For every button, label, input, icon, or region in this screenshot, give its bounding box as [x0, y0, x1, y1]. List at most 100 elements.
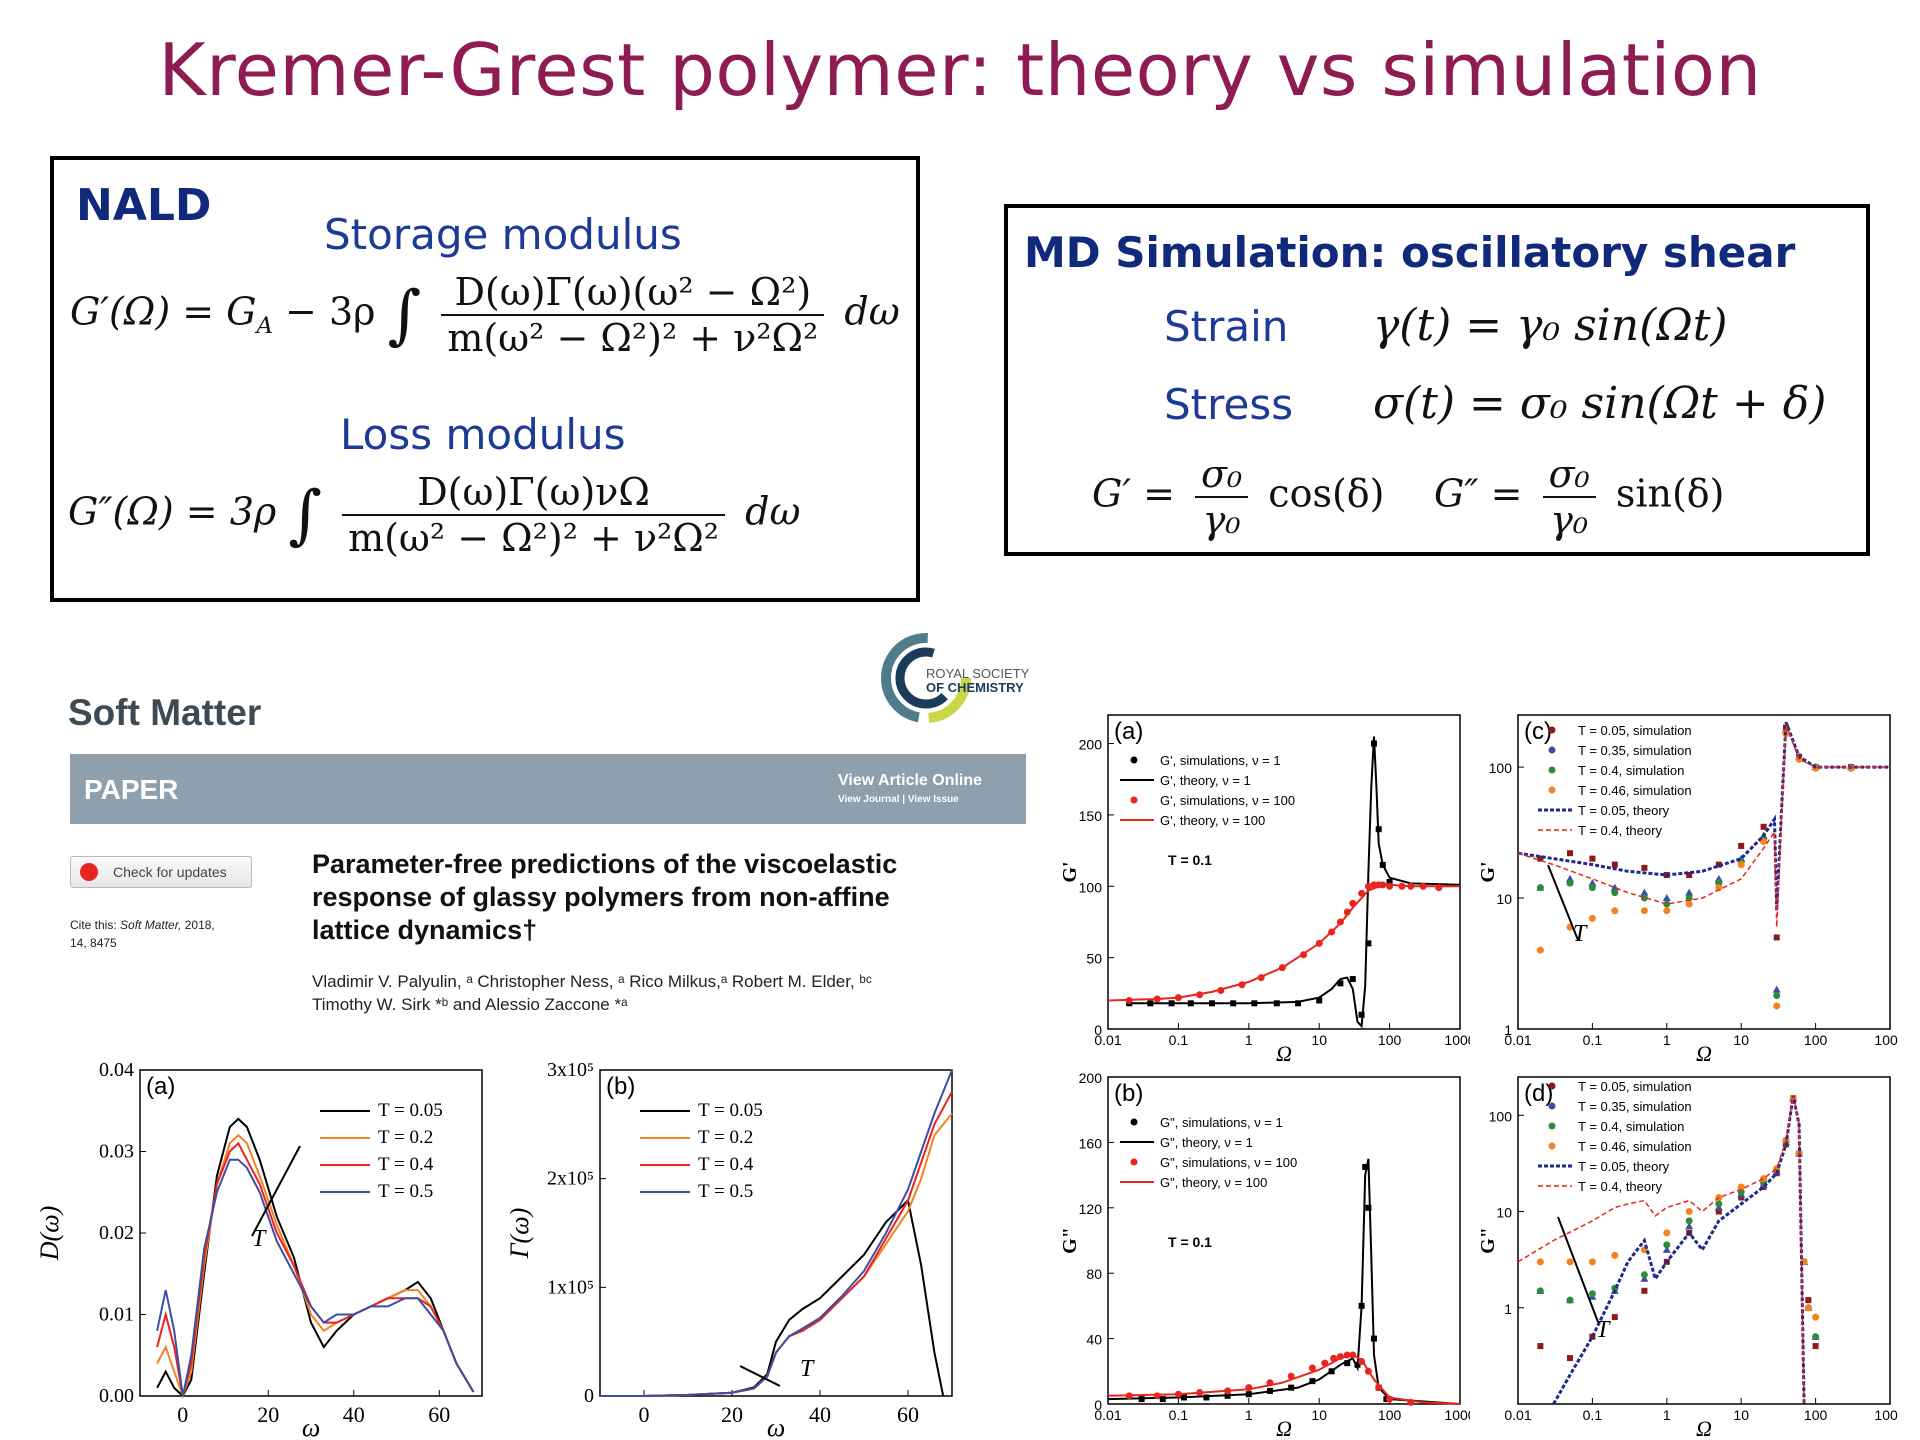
y-tick-label: 0: [1094, 1397, 1102, 1413]
view-article-online-link[interactable]: View Article Online: [838, 772, 983, 789]
data-point: [1295, 1000, 1302, 1007]
data-point: [1662, 1245, 1671, 1253]
data-point: [1737, 1183, 1745, 1191]
data-point: [1663, 900, 1671, 908]
data-point: [1364, 882, 1372, 890]
x-axis-label: ω: [767, 1413, 785, 1440]
data-point: [1536, 1258, 1544, 1266]
data-point: [1203, 1394, 1210, 1401]
x-axis-label: Ω: [1276, 1416, 1292, 1440]
y-tick-label: 50: [1086, 951, 1102, 967]
series-line: [156, 1158, 475, 1397]
data-point: [1641, 864, 1648, 871]
md-simulation-box: MD Simulation: oscillatory shear Strain …: [1004, 204, 1870, 556]
x-tick-label: 40: [343, 1402, 365, 1427]
series-line: [1107, 1158, 1461, 1405]
y-tick-label: 1: [1504, 1022, 1512, 1038]
legend-label: G', simulations, ν = 1: [1160, 753, 1281, 768]
temperature-arrow-label: T: [800, 1356, 815, 1382]
data-point: [1611, 1314, 1618, 1321]
data-point: [1316, 997, 1323, 1004]
data-point: [1386, 878, 1393, 885]
data-point: [1153, 1392, 1161, 1400]
data-point: [1536, 1287, 1544, 1295]
journal-name: Soft Matter: [68, 692, 262, 733]
legend-label: T = 0.4, simulation: [1578, 763, 1684, 778]
panel-label: (c): [1524, 718, 1552, 745]
rsc-name-line2: OF CHEMISTRY: [926, 680, 1024, 695]
view-journal-issue-links[interactable]: View Journal | View Issue: [838, 794, 959, 805]
temperature-arrow-label: T: [1573, 921, 1588, 947]
data-point: [1772, 985, 1781, 993]
data-point: [1362, 1163, 1369, 1170]
data-point: [1685, 1222, 1694, 1230]
x-tick-label: 0.1: [1169, 1032, 1189, 1048]
y-tick-label: 0.04: [99, 1059, 134, 1081]
legend-label: T = 0.05, simulation: [1578, 723, 1692, 738]
legend-label: T = 0.35, simulation: [1578, 1099, 1692, 1114]
data-point: [1760, 823, 1767, 830]
data-point: [1773, 992, 1781, 1000]
x-axis-label: Ω: [1276, 1041, 1292, 1065]
data-point: [1566, 874, 1575, 882]
series-line: [156, 1117, 475, 1398]
legend-label: G", simulations, ν = 1: [1160, 1115, 1283, 1130]
legend-swatch: [1548, 1122, 1556, 1130]
data-point: [1760, 1175, 1768, 1183]
legend-label: T = 0.05, simulation: [1578, 1079, 1692, 1094]
panel-label: (b): [1114, 1080, 1143, 1107]
x-tick-label: 60: [428, 1402, 450, 1427]
data-point: [1358, 1011, 1365, 1018]
y-tick-label: 1x10⁵: [547, 1276, 594, 1298]
data-point: [1663, 1229, 1671, 1237]
data-point: [1715, 1200, 1723, 1208]
temperature-arrow-label: T: [252, 1226, 267, 1252]
legend-label: T = 0.4: [378, 1154, 434, 1175]
data-point: [1812, 1313, 1820, 1321]
x-tick-label: 100: [1804, 1407, 1828, 1423]
legend-label: T = 0.4, theory: [1578, 1179, 1662, 1194]
data-point: [1641, 1287, 1648, 1294]
x-tick-label: 10: [1733, 1032, 1749, 1048]
check-for-updates-button[interactable]: Check for updates: [70, 856, 252, 888]
x-tick-label: 0.01: [1504, 1407, 1531, 1423]
legend-label: T = 0.4, theory: [1578, 823, 1662, 838]
panel-label: (a): [1114, 718, 1143, 745]
y-tick-label: 1: [1504, 1301, 1512, 1317]
x-axis-label: Ω: [1696, 1041, 1712, 1065]
data-point: [1715, 1208, 1722, 1215]
legend-label: T = 0.2: [378, 1127, 433, 1148]
x-tick-label: 0.1: [1583, 1407, 1603, 1423]
plot-frame: [1107, 1076, 1461, 1405]
data-point: [1611, 1251, 1619, 1259]
series-line: [1517, 724, 1890, 928]
data-point: [1611, 907, 1619, 915]
y-axis-label: G": [1478, 1227, 1499, 1254]
data-point: [1611, 861, 1618, 868]
data-point: [1715, 861, 1722, 868]
paper-label: PAPER: [84, 774, 179, 805]
x-tick-label: 0.1: [1169, 1407, 1189, 1423]
gamma-chart: 0 20 40 60 0 1x10⁵ 2x10⁵ 3x10⁵ ω Γ(ω) (b) T = 0.05 T…: [510, 1059, 953, 1440]
data-point: [1663, 1241, 1671, 1249]
legend-label: T = 0.2: [698, 1127, 753, 1148]
x-tick-label: 0.1: [1583, 1032, 1603, 1048]
y-tick-label: 10: [1496, 891, 1512, 907]
data-point: [1640, 907, 1648, 915]
data-point: [1640, 888, 1649, 896]
y-tick-label: 120: [1079, 1201, 1103, 1217]
legend-label: T = 0.05, theory: [1578, 803, 1670, 818]
data-point: [1588, 914, 1596, 922]
data-point: [1349, 976, 1356, 983]
data-point: [1589, 1333, 1596, 1340]
legend-label: T = 0.4, simulation: [1578, 1119, 1684, 1134]
nald-box: NALD Storage modulus G′(Ω) = GA − 3ρ ∫ D…: [50, 156, 920, 602]
legend-swatch: [1548, 766, 1556, 774]
y-tick-label: 3x10⁵: [547, 1059, 594, 1081]
legend-label: G", simulations, ν = 100: [1160, 1155, 1297, 1170]
y-tick-label: 160: [1079, 1135, 1103, 1151]
data-point: [1804, 1304, 1812, 1312]
temperature-arrow: [739, 1365, 781, 1387]
y-tick-label: 0: [584, 1385, 594, 1407]
